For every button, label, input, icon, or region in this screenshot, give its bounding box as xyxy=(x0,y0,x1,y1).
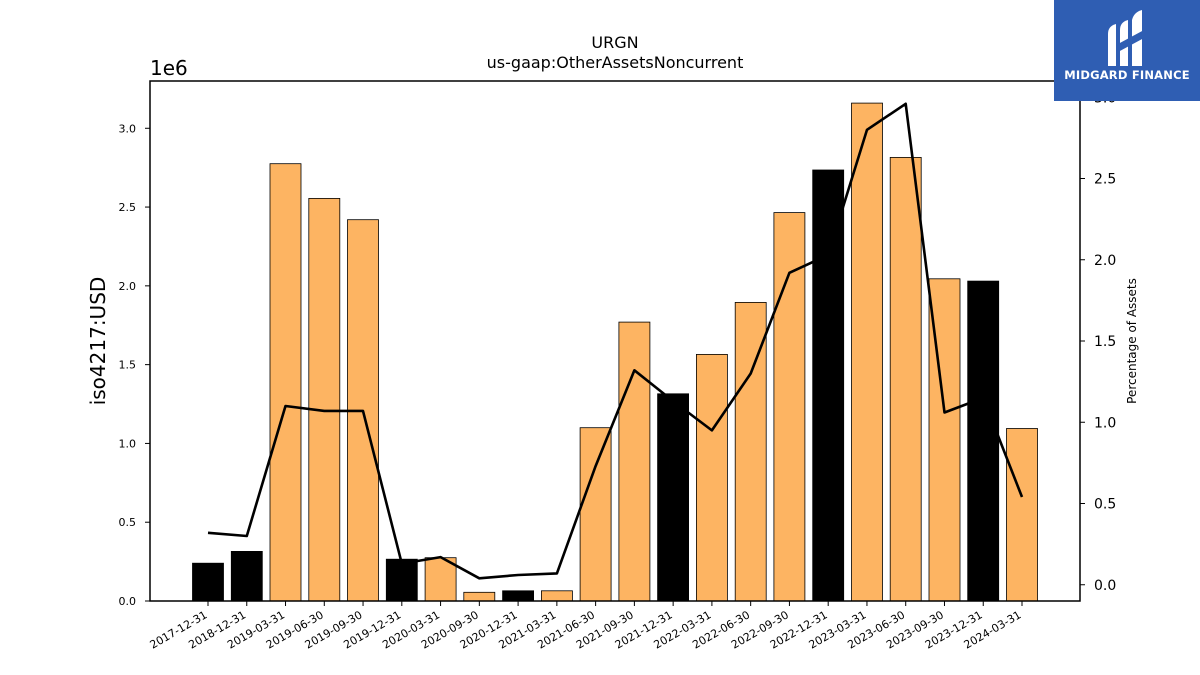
bar xyxy=(1006,428,1038,602)
x-axis-ticks: 2017-12-312018-12-312019-03-312019-06-30… xyxy=(148,601,1024,652)
bar xyxy=(269,163,302,602)
y2-tick-label: 0.5 xyxy=(1094,497,1116,513)
bar xyxy=(463,591,496,602)
y-tick-label: 1.0 xyxy=(119,437,137,450)
bar xyxy=(967,280,1000,602)
y2-tick-label: 0.0 xyxy=(1094,578,1116,594)
bar xyxy=(618,321,651,602)
bar-series xyxy=(192,102,1038,602)
y-offset-label: 1e6 xyxy=(150,56,188,80)
bar xyxy=(192,562,224,602)
y-tick-label: 2.0 xyxy=(119,280,137,293)
y2-tick-label: 1.0 xyxy=(1094,415,1116,431)
brand-logo: MIDGARD FINANCE xyxy=(1054,0,1200,101)
bar xyxy=(230,551,263,602)
bar xyxy=(579,427,612,602)
bar xyxy=(889,156,922,602)
y-axis-label: iso4217:USD xyxy=(86,277,110,406)
y-tick-label: 2.5 xyxy=(119,201,137,214)
bar xyxy=(773,212,806,602)
bar xyxy=(424,557,457,602)
y2-axis-ticks: 0.00.51.01.52.02.53.0 xyxy=(1080,90,1116,594)
y2-tick-label: 2.5 xyxy=(1094,172,1116,188)
bar xyxy=(734,301,767,602)
y-tick-label: 1.5 xyxy=(119,359,137,372)
bar xyxy=(696,353,728,602)
bar xyxy=(541,590,573,602)
bar xyxy=(812,169,845,602)
line-series xyxy=(207,102,1024,580)
y2-axis-label: Percentage of Assets xyxy=(1125,278,1139,404)
y-axis-ticks: 0.0 0.5 1.0 1.5 2.0 2.5 3.0 xyxy=(119,122,150,608)
chart-subtitle: us-gaap:OtherAssetsNoncurrent xyxy=(487,53,744,72)
bar xyxy=(657,393,689,602)
logo-text: MIDGARD FINANCE xyxy=(1064,68,1190,82)
plot-frame xyxy=(149,80,1081,602)
midgard-logo-icon xyxy=(1108,10,1144,66)
bar xyxy=(502,590,535,602)
y-tick-label: 0.0 xyxy=(119,595,137,608)
bar xyxy=(308,197,341,602)
y-tick-label: 3.0 xyxy=(119,122,137,135)
y2-tick-label: 1.5 xyxy=(1094,334,1116,350)
y-tick-label: 0.5 xyxy=(119,516,137,529)
bar xyxy=(385,558,418,602)
chart-title: URGN xyxy=(591,33,638,52)
percentage-line xyxy=(207,102,1024,580)
y2-tick-label: 2.0 xyxy=(1094,253,1116,269)
bar xyxy=(851,102,883,602)
